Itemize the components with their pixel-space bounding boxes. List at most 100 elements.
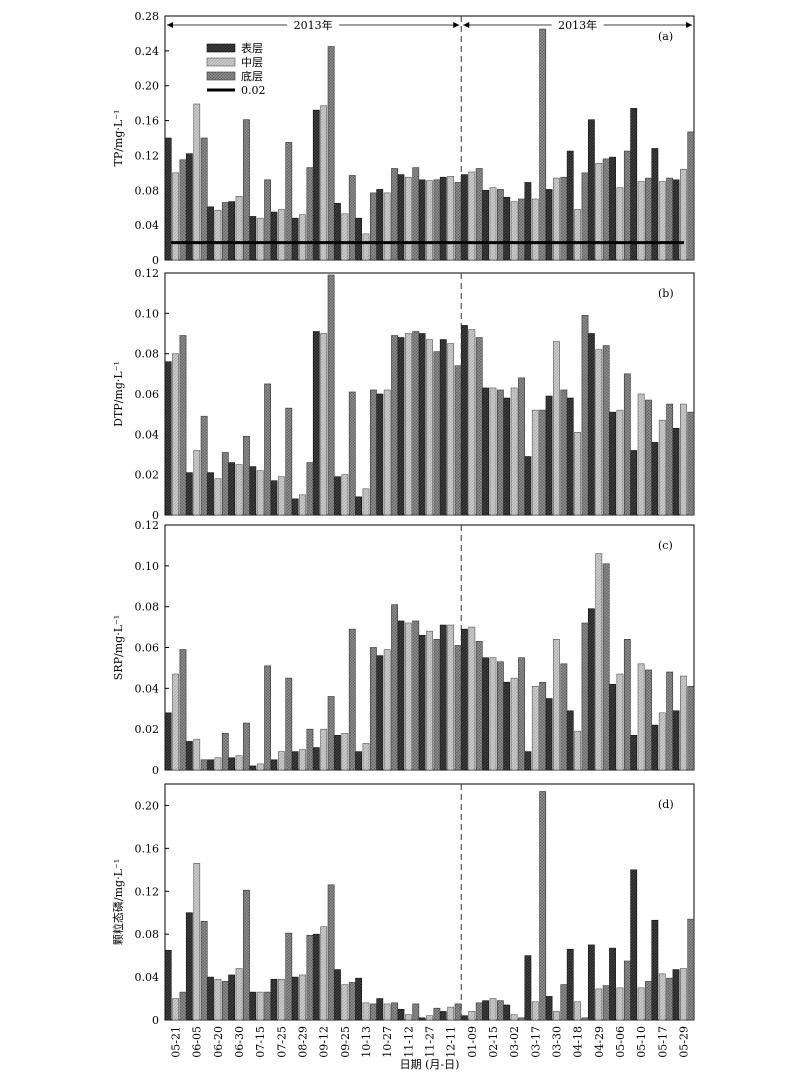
bar-middle-11-12 [404,1014,412,1021]
x-tick-label: 09-25 [339,1026,352,1058]
bar-bottom-08-29 [306,934,314,1021]
bar-surface-05-17 [651,724,659,771]
bar-surface-10-13 [355,496,363,516]
bar-surface-04-29 [587,333,595,516]
y-tick-label: 0.08 [135,184,160,197]
bar-bottom-05-10 [645,177,652,261]
bar-middle-06-05 [193,739,201,771]
bar-surface-11-27 [418,634,426,771]
x-tick-label: 03-17 [529,1026,542,1058]
bar-surface-03-17 [524,182,532,261]
bar-surface-12-11 [439,624,447,771]
bar-middle-07-25 [277,751,285,771]
bar-surface-07-25 [270,978,278,1021]
bar-middle-03-02 [510,1014,518,1021]
bar-middle-12-11 [447,1006,455,1021]
bar-middle-07-25 [277,209,285,261]
panel-a: 0 0.04 0.08 0.12 0.16 0.20 0.24 0.28 (a) TP/mg·L⁻… [112,10,695,267]
bar-middle-03-30 [553,639,560,771]
bar-surface-05-29 [672,427,680,516]
bar-bottom-05-29 [687,131,695,261]
bar-surface-02-15 [482,387,489,516]
x-tick-label: 11-27 [424,1026,437,1058]
bar-surface-08-29 [291,751,299,771]
bar-bottom-06-05 [200,759,208,771]
x-tick-label: 04-29 [593,1026,606,1058]
bar-bottom-05-10 [645,399,652,516]
bar-surface-02-15 [482,657,489,771]
bar-bottom-05-17 [666,671,674,771]
bar-middle-06-20 [214,757,222,771]
bar-middle-11-12 [404,622,412,771]
bar-surface-06-05 [185,472,193,516]
bar-bottom-08-29 [306,728,314,771]
bar-bottom-01-09 [475,337,483,516]
legend-swatch-surface [206,43,236,53]
bar-bottom-10-27 [391,335,398,516]
bar-surface-05-21 [164,361,172,516]
bar-surface-09-25 [334,969,341,1021]
bar-middle-12-11 [447,176,455,261]
y-axis-label: TP/mg·L⁻¹ [112,110,125,167]
bar-middle-05-10 [637,987,645,1021]
bar-middle-05-10 [637,393,645,516]
panel-d: 0 0.04 0.08 0.12 0.16 0.20 (d) 颗粒态磷/mg·L⁻¹ 05-21… [111,783,695,1071]
bar-surface-06-30 [228,974,236,1021]
bar-surface-05-21 [164,949,172,1021]
bar-middle-05-29 [680,403,687,516]
legend-swatch-middle [206,57,236,67]
bar-middle-06-20 [214,978,222,1021]
bar-middle-06-30 [235,196,243,261]
bar-middle-05-17 [658,712,666,771]
bar-surface-05-10 [630,108,638,261]
bar-middle-07-15 [256,470,264,516]
x-tick-label: 03-02 [508,1026,521,1058]
x-tick-label: 05-29 [677,1026,690,1058]
bar-middle-06-30 [235,968,243,1021]
year-label-left: 2013年 [294,18,333,32]
x-tick-label: 05-06 [614,1026,627,1058]
year-label-right: 2013年 [558,18,597,32]
x-tick-label: 02-15 [487,1026,500,1058]
bar-bottom-11-12 [412,620,420,771]
bar-surface-01-09 [461,628,468,771]
bar-bottom-07-25 [285,407,293,516]
bar-surface-09-25 [334,476,341,516]
bar-middle-03-30 [553,177,560,261]
bar-surface-03-30 [545,698,553,771]
bar-surface-10-27 [376,189,384,261]
bar-bottom-09-12 [327,46,335,261]
y-axis-label: DTP/mg·L⁻¹ [112,361,125,427]
x-tick-label: 06-30 [233,1026,246,1058]
bar-bottom-04-29 [602,345,610,516]
y-tick-label: 0.08 [135,601,160,614]
bar-surface-07-25 [270,759,278,771]
bar-middle-05-29 [680,169,687,261]
bar-middle-08-29 [299,974,306,1021]
bar-middle-12-11 [447,343,455,516]
bar-middle-03-02 [510,387,518,516]
bar-bottom-06-05 [200,137,208,261]
bar-middle-10-13 [362,488,370,516]
bar-surface-09-12 [312,109,320,261]
bar-surface-04-29 [587,119,595,261]
bar-bottom-05-10 [645,669,652,771]
bar-bottom-05-29 [687,685,695,771]
bar-surface-04-29 [587,608,595,771]
bar-middle-01-09 [468,171,476,261]
bar-bottom-06-20 [221,452,229,516]
y-tick-label: 0.04 [135,428,160,441]
arrowhead [167,22,173,28]
legend-swatch-bottom [206,71,236,81]
legend-label: 中层 [241,56,263,69]
bar-surface-05-10 [630,450,638,516]
bar-middle-10-27 [383,192,391,261]
bar-middle-06-20 [214,478,222,516]
bar-surface-07-15 [249,991,257,1021]
x-tick-label: 05-21 [170,1026,183,1058]
bar-surface-08-29 [291,217,299,261]
bar-middle-04-29 [595,162,603,261]
bar-surface-12-11 [439,339,447,516]
bar-surface-06-05 [185,912,193,1021]
bar-surface-03-02 [503,196,511,261]
